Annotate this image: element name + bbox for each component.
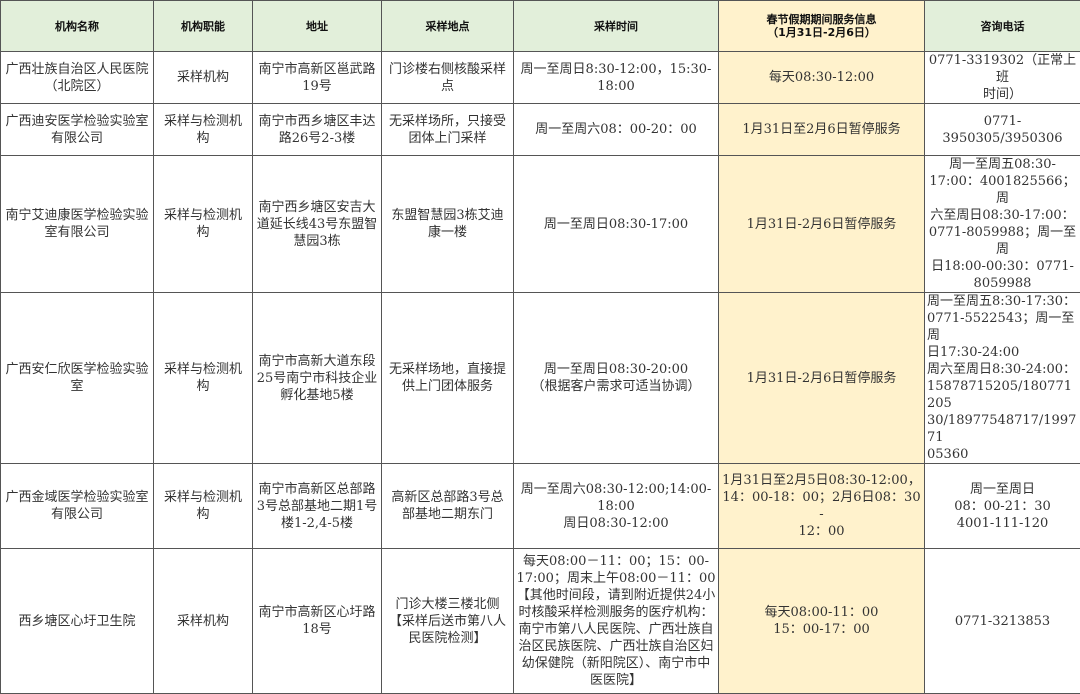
cell-holiday: 1月31日-2月6日暂停服务 [719,293,925,464]
table-row: 南宁艾迪康医学检验实验 室有限公司采样与检测机 构南宁西乡塘区安吉大 道延长线4… [1,156,1080,293]
cell-holiday: 1月31日至2月6日暂停服务 [719,104,925,156]
cell-site: 门诊大楼三楼北侧 【采样后送市第八人 民医院检测】 [382,549,514,694]
cell-hours: 每天08:00－11：00；15：00- 17:00；周末上午08:00－11：… [514,549,719,694]
cell-name: 广西安仁欣医学检验实验 室 [1,293,154,464]
cell-role: 采样与检测机 构 [154,156,253,293]
cell-holiday: 每天08:00-11：00 15：00-17：00 [719,549,925,694]
cell-name: 广西迪安医学检验实验室 有限公司 [1,104,154,156]
cell-role: 采样与检测机 构 [154,293,253,464]
header-phone: 咨询电话 [925,1,1080,52]
cell-site: 无采样场地，直接提 供上门团体服务 [382,293,514,464]
cell-phone: 0771-3319302（正常上班 时间） [925,52,1080,104]
cell-hours: 周一至周六08:30-12:00;14:00- 18:00 周日08:30-12… [514,464,719,549]
header-address: 地址 [253,1,382,52]
cell-hours: 周一至周日08:30-17:00 [514,156,719,293]
cell-hours: 周一至周六08：00-20：00 [514,104,719,156]
cell-role: 采样机构 [154,52,253,104]
cell-address: 南宁市西乡塘区丰达 路26号2-3楼 [253,104,382,156]
cell-site: 高新区总部路3号总 部基地二期东门 [382,464,514,549]
cell-phone: 周一至周五8:30-17:30： 0771-5522543；周一至周 日17:3… [925,293,1080,464]
cell-site: 东盟智慧园3栋艾迪 康一楼 [382,156,514,293]
cell-holiday: 每天08:30-12:00 [719,52,925,104]
cell-phone: 0771- 3950305/3950306 [925,104,1080,156]
cell-role: 采样与检测机 构 [154,104,253,156]
cell-address: 南宁市高新区心圩路 18号 [253,549,382,694]
table-row: 广西迪安医学检验实验室 有限公司采样与检测机 构南宁市西乡塘区丰达 路26号2-… [1,104,1080,156]
cell-hours: 周一至周日8:30-12:00，15:30- 18:00 [514,52,719,104]
cell-holiday: 1月31日至2月5日08:30-12:00， 14：00-18：00；2月6日0… [719,464,925,549]
header-row: 机构名称 机构职能 地址 采样地点 采样时间 春节假期期间服务信息 （1月31日… [1,1,1080,52]
cell-address: 南宁市高新大道东段 25号南宁市科技企业 孵化基地5楼 [253,293,382,464]
header-role: 机构职能 [154,1,253,52]
cell-holiday: 1月31日-2月6日暂停服务 [719,156,925,293]
header-holiday: 春节假期期间服务信息 （1月31日-2月6日） [719,1,925,52]
header-site: 采样地点 [382,1,514,52]
header-name: 机构名称 [1,1,154,52]
cell-address: 南宁西乡塘区安吉大 道延长线43号东盟智 慧园3栋 [253,156,382,293]
cell-site: 无采样场所，只接受 团体上门采样 [382,104,514,156]
cell-phone: 周一至周日 08：00-21：30 4001-111-120 [925,464,1080,549]
table-row: 广西壮族自治区人民医院 （北院区）采样机构南宁市高新区邕武路 19号门诊楼右侧核… [1,52,1080,104]
cell-name: 广西金域医学检验实验室 有限公司 [1,464,154,549]
cell-name: 南宁艾迪康医学检验实验 室有限公司 [1,156,154,293]
cell-address: 南宁市高新区邕武路 19号 [253,52,382,104]
cell-hours: 周一至周日08:30-20:00 （根据客户需求可适当协调） [514,293,719,464]
cell-name: 西乡塘区心圩卫生院 [1,549,154,694]
cell-phone: 0771-3213853 [925,549,1080,694]
cell-phone: 周一至周五08:30- 17:00：4001825566；周 六至周日08:30… [925,156,1080,293]
cell-name: 广西壮族自治区人民医院 （北院区） [1,52,154,104]
cell-role: 采样机构 [154,549,253,694]
table-row: 广西安仁欣医学检验实验 室采样与检测机 构南宁市高新大道东段 25号南宁市科技企… [1,293,1080,464]
cell-site: 门诊楼右侧核酸采样 点 [382,52,514,104]
cell-address: 南宁市高新区总部路 3号总部基地二期1号 楼1-2,4-5楼 [253,464,382,549]
table-row: 广西金域医学检验实验室 有限公司采样与检测机 构南宁市高新区总部路 3号总部基地… [1,464,1080,549]
header-hours: 采样时间 [514,1,719,52]
cell-role: 采样与检测机 构 [154,464,253,549]
table-row: 西乡塘区心圩卫生院采样机构南宁市高新区心圩路 18号门诊大楼三楼北侧 【采样后送… [1,549,1080,694]
